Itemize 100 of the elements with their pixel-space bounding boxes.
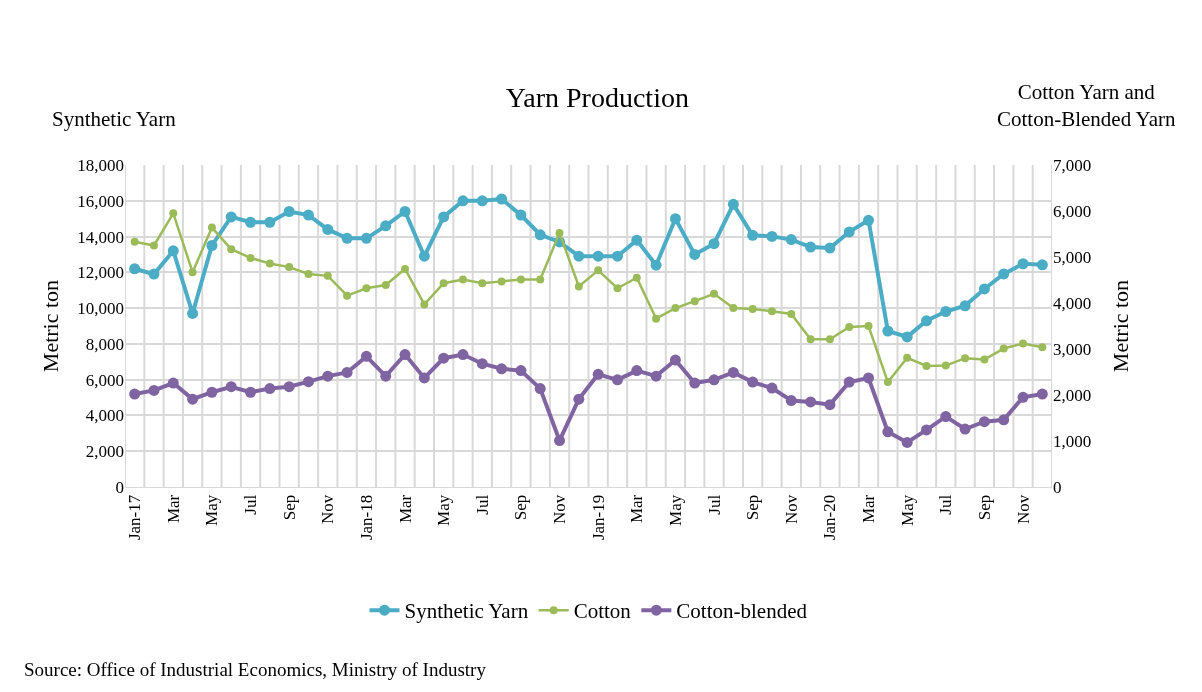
point — [438, 211, 450, 223]
point — [207, 223, 216, 232]
point — [611, 250, 623, 262]
text: Cotton Yarn and Cotton-Blended Yarn — [997, 80, 1176, 132]
point — [515, 209, 527, 221]
point — [536, 275, 545, 284]
point — [206, 386, 218, 398]
point — [611, 374, 623, 386]
point — [130, 237, 139, 246]
point — [613, 284, 622, 293]
text: Synthetic Yarn — [52, 107, 177, 131]
point — [420, 300, 429, 309]
point — [729, 304, 738, 313]
y-tick-label: 4,000 — [85, 406, 124, 426]
point — [863, 372, 875, 384]
y-tick-label: 12,000 — [77, 263, 124, 283]
point — [245, 386, 257, 398]
point — [401, 264, 410, 273]
x-tick-label: May — [665, 494, 685, 526]
x-tick-label: Nov — [781, 494, 801, 525]
x-tick-label: Mar — [627, 494, 647, 524]
point — [129, 263, 141, 275]
point — [824, 242, 836, 254]
point — [652, 314, 661, 323]
point — [864, 322, 873, 330]
point — [806, 335, 815, 344]
point — [167, 245, 179, 257]
point — [574, 282, 583, 291]
point — [785, 234, 797, 246]
point — [418, 250, 430, 262]
point — [689, 377, 701, 389]
point — [787, 310, 796, 319]
x-tick-label: Sep — [511, 494, 531, 521]
x-tick-label: Sep — [743, 494, 763, 521]
x-tick-label: Nov — [1013, 494, 1033, 525]
point — [805, 241, 817, 253]
x-tick-label: Jul — [704, 494, 724, 515]
point — [901, 331, 913, 343]
y2-tick-label: 0 — [1053, 477, 1062, 497]
x-tick-label: Sep — [974, 494, 994, 521]
point — [573, 393, 585, 405]
point — [167, 377, 179, 389]
point — [478, 279, 487, 288]
point — [961, 354, 970, 363]
x-tick-label: Jul — [936, 494, 956, 515]
point — [302, 376, 314, 388]
point — [920, 424, 932, 436]
point — [785, 395, 797, 407]
point — [748, 304, 757, 313]
chart-title: Yarn Production — [505, 81, 689, 113]
point — [515, 365, 527, 377]
point — [265, 259, 274, 268]
x-tick-label: Mar — [859, 494, 879, 524]
x-tick-label: Jul — [472, 494, 492, 515]
x-tick-label: May — [202, 494, 222, 526]
point — [188, 268, 197, 277]
x-tick-label: Nov — [550, 494, 570, 525]
x-tick-label: Mar — [395, 494, 415, 524]
point — [380, 370, 392, 382]
point — [727, 366, 739, 378]
y-tick-label: 14,000 — [77, 227, 124, 247]
y-tick-label: 0 — [115, 477, 124, 497]
point — [998, 414, 1010, 426]
point — [999, 344, 1008, 353]
point — [959, 423, 971, 435]
point — [1036, 388, 1048, 400]
point — [169, 209, 178, 218]
point — [438, 352, 450, 364]
x-tick-label: Mar — [163, 494, 183, 524]
point — [825, 335, 834, 344]
point — [941, 361, 950, 370]
point — [903, 353, 912, 362]
point — [978, 283, 990, 295]
point — [766, 382, 778, 394]
point — [922, 362, 931, 371]
point — [708, 238, 720, 250]
point — [671, 304, 680, 313]
point — [843, 226, 855, 238]
point — [767, 307, 776, 316]
y-tick-label: 6,000 — [85, 370, 124, 390]
point — [901, 436, 913, 448]
point — [592, 368, 604, 380]
point — [805, 396, 817, 408]
point — [439, 279, 448, 288]
point — [594, 266, 603, 275]
point — [341, 232, 353, 244]
point — [225, 381, 237, 393]
point — [360, 350, 372, 362]
point — [669, 354, 681, 366]
point — [710, 289, 719, 298]
point — [187, 393, 199, 405]
point — [225, 211, 237, 223]
point — [283, 206, 295, 218]
y2-tick-label: 1,000 — [1053, 431, 1092, 451]
x-tick-label: Jan-18 — [356, 494, 376, 541]
point — [555, 229, 564, 238]
point — [747, 229, 759, 241]
point — [246, 253, 255, 262]
point — [978, 416, 990, 428]
y2-tick-label: 6,000 — [1053, 201, 1092, 221]
